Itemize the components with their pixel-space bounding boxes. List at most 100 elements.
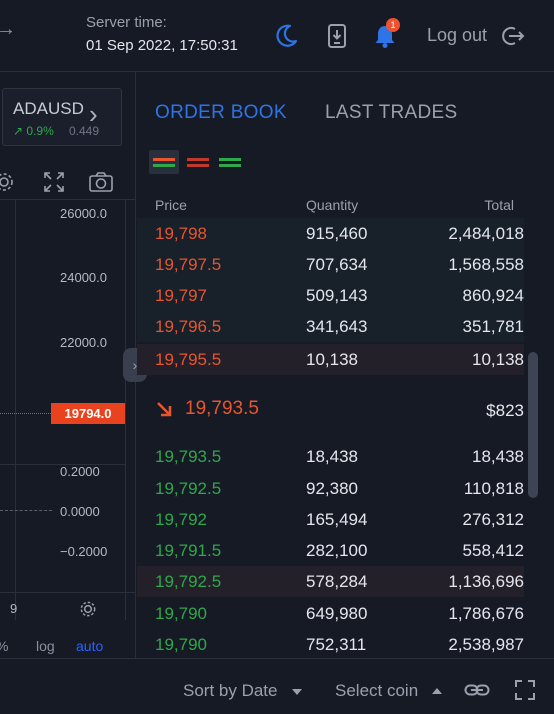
bid-price: 19,792.5 [155, 479, 222, 498]
axis-label: 0.2000 [60, 464, 100, 479]
phone-download-icon [328, 24, 346, 48]
symbol-change: ↗ 0.9% [13, 124, 54, 138]
dark-mode-toggle[interactable] [272, 22, 300, 50]
bid-price: 19,792 [155, 510, 207, 529]
pane-divider[interactable] [0, 464, 125, 465]
bid-row[interactable]: 19,793.5 18,438 18,438 [137, 441, 524, 472]
bid-total: 2,538,987 [448, 635, 524, 654]
bid-row[interactable]: 19,792.5 578,284 1,136,696 [137, 566, 524, 597]
bid-total: 276,312 [462, 510, 524, 529]
auto-scale-toggle[interactable]: auto [76, 638, 104, 654]
axis-label: 26000.0 [60, 206, 107, 221]
ask-row[interactable]: 19,797 509,143 860,924 [137, 280, 524, 311]
bid-row[interactable]: 19,792.5 92,380 110,818 [137, 473, 524, 504]
expand-icon[interactable] [514, 679, 536, 701]
price-axis[interactable]: 26000.0 24000.0 22000.0 19794.0 0.2000 0… [0, 200, 135, 580]
bid-total: 558,412 [462, 541, 524, 560]
fullscreen-arrows-icon[interactable] [42, 170, 66, 194]
bid-row[interactable]: 19,790 649,980 1,786,676 [137, 598, 524, 629]
axis-label: 24000.0 [60, 270, 107, 285]
ask-price: 19,797.5 [155, 255, 222, 274]
time-label: 9 [10, 601, 18, 616]
bid-total: 1,786,676 [448, 604, 524, 623]
ask-row[interactable]: 19,798 915,460 2,484,018 [137, 218, 524, 249]
ask-price: 19,798 [155, 224, 207, 243]
caret-up-icon[interactable] [432, 688, 442, 694]
column-header-price: Price [155, 197, 187, 213]
bid-price: 19,793.5 [155, 447, 222, 466]
ask-total: 1,568,558 [448, 255, 524, 274]
view-both-icon [153, 157, 175, 161]
scale-options: % log auto [0, 638, 135, 658]
log-scale-toggle[interactable]: log [36, 638, 55, 654]
bid-row[interactable]: 19,790 752,311 2,538,987 [137, 629, 524, 658]
bid-row[interactable]: 19,792 165,494 276,312 [137, 504, 524, 535]
view-both-icon-bar [153, 163, 175, 167]
chart-toolbar [0, 162, 135, 200]
view-bids-icon-bar [219, 163, 241, 167]
view-bids-button[interactable] [215, 150, 245, 174]
view-asks-icon [187, 157, 209, 161]
ask-row[interactable]: 19,795.5 10,138 10,138 [137, 344, 524, 375]
moon-icon [276, 24, 298, 47]
view-asks-icon-bar [187, 163, 209, 167]
symbol-change-value: 0.9% [26, 124, 54, 138]
notification-badge: 1 [386, 18, 400, 32]
logout-icon[interactable] [500, 24, 526, 48]
ask-quantity: 10,138 [306, 350, 358, 369]
ask-price: 19,795.5 [155, 350, 222, 369]
ask-row[interactable]: 19,796.5 341,643 351,781 [137, 311, 524, 342]
ask-quantity: 341,643 [306, 317, 368, 336]
select-coin-dropdown[interactable]: Select coin [335, 681, 419, 700]
time-axis: 9 [0, 592, 135, 624]
current-price-tag: 19794.0 [51, 403, 125, 424]
ask-total: 351,781 [462, 317, 524, 336]
top-bar: → Server time: 01 Sep 2022, 17:50:31 1 L… [0, 0, 554, 72]
scrollbar-thumb[interactable] [528, 352, 538, 498]
mobile-app-button[interactable] [323, 22, 351, 50]
sort-by-dropdown[interactable]: Sort by Date [183, 681, 278, 700]
last-price-usd: $823 [486, 401, 524, 420]
percent-scale-toggle[interactable]: % [0, 638, 8, 654]
zero-line [0, 510, 52, 511]
caret-down-icon[interactable] [292, 689, 302, 695]
symbol-card[interactable]: ADAUSD ↗ 0.9% 0.449 › [2, 88, 122, 146]
link-icon[interactable] [464, 683, 490, 697]
order-book-scrollbar[interactable] [526, 352, 538, 502]
gear-icon[interactable] [78, 599, 98, 619]
bid-quantity: 752,311 [306, 635, 367, 654]
tab-last-trades[interactable]: LAST TRADES [325, 102, 458, 123]
bid-row[interactable]: 19,791.5 282,100 558,412 [137, 535, 524, 566]
bid-quantity: 282,100 [306, 541, 368, 560]
order-book-panel: ORDER BOOK LAST TRADES Price Quantity To… [137, 72, 554, 658]
bid-total: 18,438 [472, 447, 524, 466]
gear-icon[interactable] [0, 170, 16, 194]
arrow-up-right-icon: ↗ [13, 124, 24, 138]
bid-quantity: 649,980 [306, 604, 368, 623]
tab-order-book[interactable]: ORDER BOOK [155, 102, 287, 123]
symbol-price: 0.449 [69, 124, 100, 138]
ask-price: 19,797 [155, 286, 207, 305]
bid-total: 1,136,696 [448, 572, 524, 591]
bid-price: 19,790 [155, 635, 207, 654]
ask-quantity: 509,143 [306, 286, 368, 305]
ask-row[interactable]: 19,797.5 707,634 1,568,558 [137, 249, 524, 280]
chevron-right-icon[interactable]: › [89, 99, 98, 129]
logout-button[interactable]: Log out [427, 25, 488, 45]
bid-quantity: 165,494 [306, 510, 368, 529]
price-line [0, 413, 51, 414]
column-header-total: Total [484, 197, 514, 213]
arrow-left-icon[interactable]: → [0, 18, 16, 40]
last-price-row: 19,793.5 $823 [151, 398, 524, 426]
ask-total: 860,924 [462, 286, 524, 305]
camera-icon[interactable] [88, 170, 114, 194]
notifications-button[interactable]: 1 [371, 18, 400, 50]
view-both-button[interactable] [149, 150, 179, 174]
chart-gridline [15, 200, 16, 620]
view-asks-button[interactable] [183, 150, 213, 174]
server-time-label: Server time: [86, 14, 167, 31]
chevron-right-icon: › [132, 357, 138, 373]
view-bids-icon [219, 157, 241, 161]
ask-total: 10,138 [472, 350, 524, 369]
